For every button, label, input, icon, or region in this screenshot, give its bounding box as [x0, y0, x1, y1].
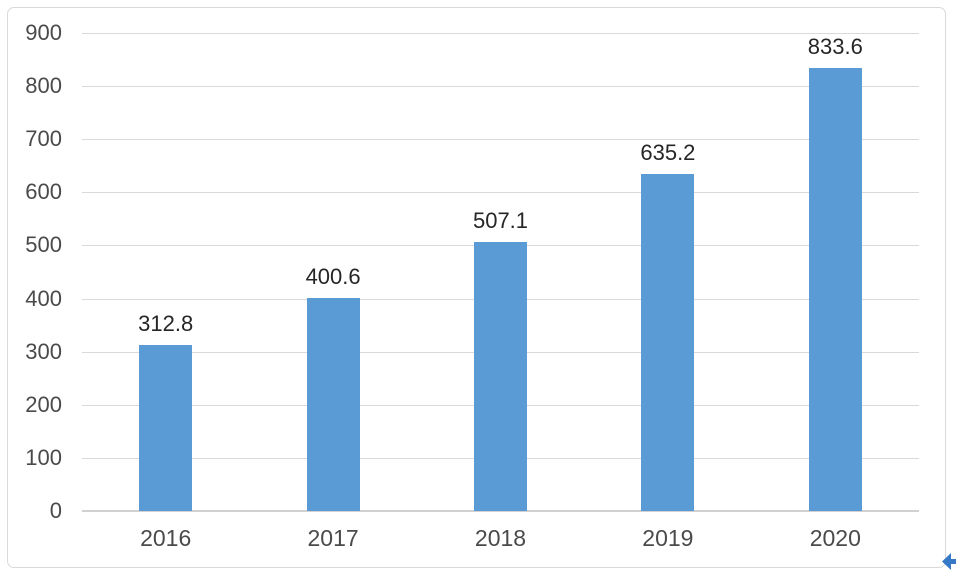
- bar-2020: [808, 68, 862, 511]
- bar-2017: [306, 298, 360, 511]
- y-tick-label: 500: [25, 232, 62, 258]
- y-tick-label: 200: [25, 391, 62, 417]
- data-label: 635.2: [640, 139, 696, 165]
- y-tick-label: 800: [25, 73, 62, 99]
- gridline: [82, 192, 919, 194]
- y-tick-label: 100: [25, 444, 62, 470]
- x-axis-line: [82, 510, 919, 512]
- gridline: [82, 139, 919, 141]
- bar-2019: [641, 173, 695, 511]
- y-tick-label: 600: [25, 179, 62, 205]
- data-label: 312.8: [138, 310, 194, 336]
- y-tick-label: 700: [25, 126, 62, 152]
- y-tick-label: 300: [25, 338, 62, 364]
- x-tick-label: 2017: [307, 525, 359, 551]
- bar-2018: [474, 241, 527, 511]
- data-label: 400.6: [305, 264, 361, 290]
- gridline: [82, 33, 919, 34]
- x-tick-label: 2020: [809, 525, 861, 551]
- y-tick-label: 900: [25, 20, 62, 45]
- x-tick-label: 2019: [642, 525, 694, 551]
- y-tick-label: 400: [25, 285, 62, 311]
- data-label: 507.1: [472, 207, 529, 233]
- chevron-left-icon: [942, 553, 956, 570]
- bar-2016: [139, 344, 193, 511]
- x-tick-label: 2016: [140, 525, 192, 551]
- data-label: 833.6: [807, 34, 863, 60]
- x-tick-label: 2018: [474, 525, 527, 551]
- gridline: [82, 86, 919, 88]
- y-tick-label: 0: [49, 498, 62, 523]
